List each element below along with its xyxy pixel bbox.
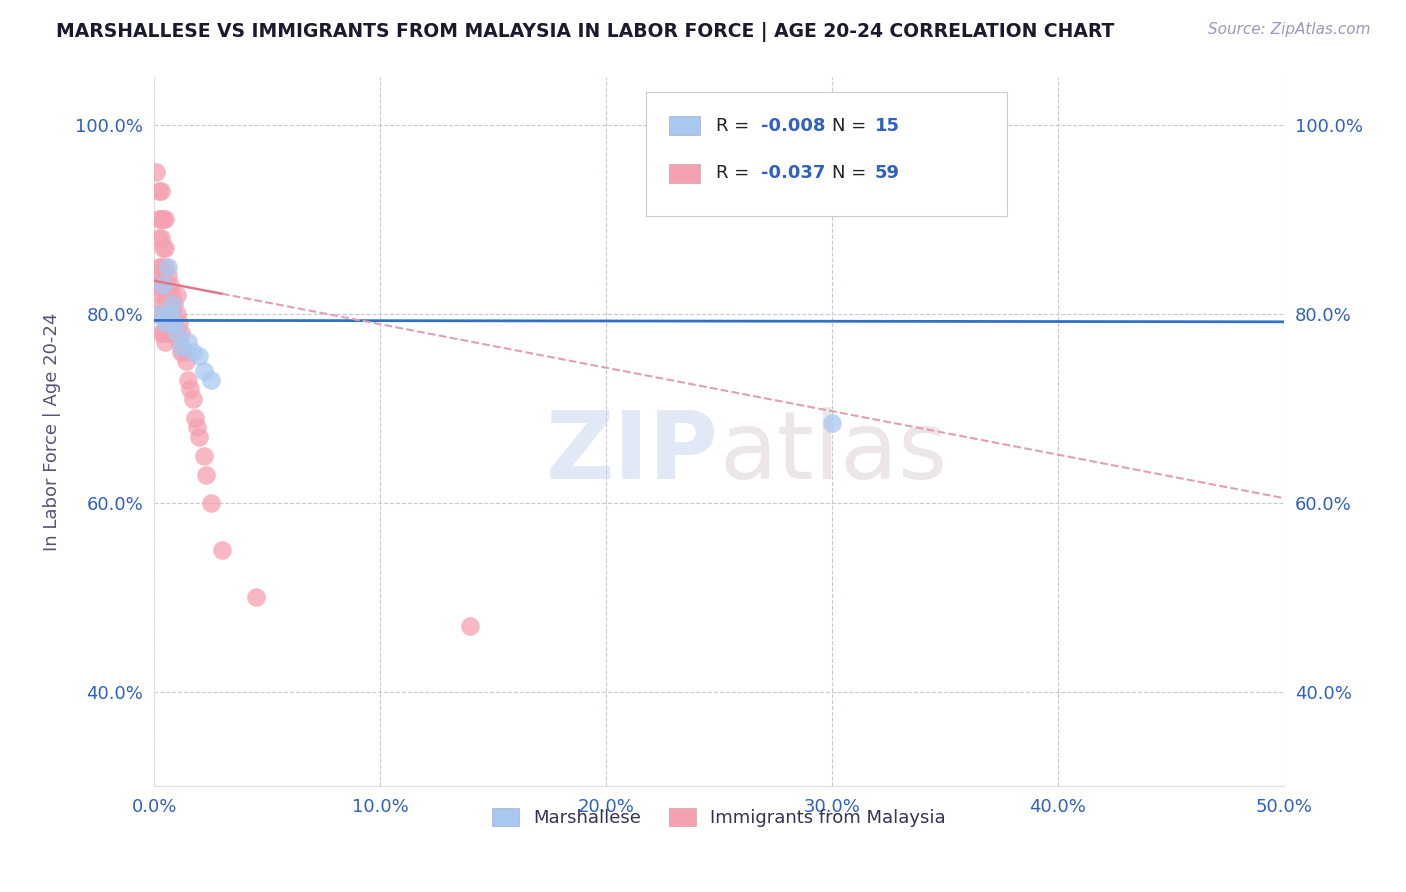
Point <box>145 307 167 321</box>
Point <box>173 344 195 359</box>
Point <box>166 307 188 321</box>
Text: 15: 15 <box>875 117 900 135</box>
Point <box>821 416 844 430</box>
Point <box>149 326 172 340</box>
FancyBboxPatch shape <box>669 116 700 136</box>
Point <box>170 344 193 359</box>
Point <box>152 326 174 340</box>
Point <box>155 288 177 302</box>
Point <box>149 260 172 274</box>
Legend: Marshallese, Immigrants from Malaysia: Marshallese, Immigrants from Malaysia <box>485 800 953 834</box>
Point <box>156 326 179 340</box>
Point <box>155 241 177 255</box>
Point <box>159 297 181 311</box>
Point <box>156 260 179 274</box>
Text: R =: R = <box>716 117 755 135</box>
Point <box>155 307 177 321</box>
Point <box>170 326 193 340</box>
Point <box>149 231 172 245</box>
Point <box>148 307 170 321</box>
Point <box>166 326 188 340</box>
Point <box>193 363 215 377</box>
Point <box>159 278 181 293</box>
Text: N =: N = <box>832 164 872 182</box>
Point <box>148 212 170 227</box>
Point <box>163 316 186 330</box>
Text: ZIP: ZIP <box>546 408 718 500</box>
Point <box>155 335 177 350</box>
FancyBboxPatch shape <box>645 92 1007 216</box>
Text: atlas: atlas <box>718 408 948 500</box>
Point <box>156 307 179 321</box>
Point <box>179 383 201 397</box>
Point <box>149 184 172 198</box>
Point <box>193 449 215 463</box>
Point <box>148 307 170 321</box>
Point <box>148 278 170 293</box>
Point <box>155 260 177 274</box>
Point <box>148 184 170 198</box>
FancyBboxPatch shape <box>669 163 700 183</box>
Point <box>145 165 167 179</box>
Point <box>211 543 233 558</box>
Point <box>145 278 167 293</box>
Text: 59: 59 <box>875 164 900 182</box>
Point <box>149 288 172 302</box>
Point <box>167 335 190 350</box>
Point <box>159 307 181 321</box>
Point <box>200 496 222 510</box>
Point <box>177 373 200 387</box>
Point <box>155 212 177 227</box>
Point <box>152 278 174 293</box>
Point <box>152 241 174 255</box>
Point <box>160 326 183 340</box>
Point <box>181 392 204 406</box>
Point <box>200 373 222 387</box>
Point <box>152 268 174 283</box>
Y-axis label: In Labor Force | Age 20-24: In Labor Force | Age 20-24 <box>44 313 60 551</box>
Point <box>160 297 183 311</box>
Point <box>148 231 170 245</box>
Point <box>181 344 204 359</box>
Point <box>186 420 208 434</box>
Text: Source: ZipAtlas.com: Source: ZipAtlas.com <box>1208 22 1371 37</box>
Point <box>177 335 200 350</box>
Point <box>174 354 197 368</box>
Point <box>166 326 188 340</box>
Point <box>152 297 174 311</box>
Text: -0.008: -0.008 <box>761 117 825 135</box>
Point <box>156 288 179 302</box>
Text: -0.037: -0.037 <box>761 164 825 182</box>
Text: MARSHALLESE VS IMMIGRANTS FROM MALAYSIA IN LABOR FORCE | AGE 20-24 CORRELATION C: MARSHALLESE VS IMMIGRANTS FROM MALAYSIA … <box>56 22 1115 42</box>
Point <box>166 288 188 302</box>
Point <box>195 467 218 482</box>
Point <box>149 212 172 227</box>
Point <box>163 297 186 311</box>
Point <box>160 288 183 302</box>
Text: R =: R = <box>716 164 755 182</box>
Point <box>188 349 211 363</box>
Point <box>160 307 183 321</box>
Point <box>155 316 177 330</box>
Point <box>245 591 267 605</box>
Point <box>152 212 174 227</box>
Text: N =: N = <box>832 117 872 135</box>
Point <box>188 430 211 444</box>
Point <box>163 316 186 330</box>
Point <box>460 619 482 633</box>
Point <box>156 268 179 283</box>
Point <box>167 316 190 330</box>
Point <box>170 340 193 354</box>
Point <box>159 316 181 330</box>
Point <box>184 410 207 425</box>
Point <box>148 260 170 274</box>
